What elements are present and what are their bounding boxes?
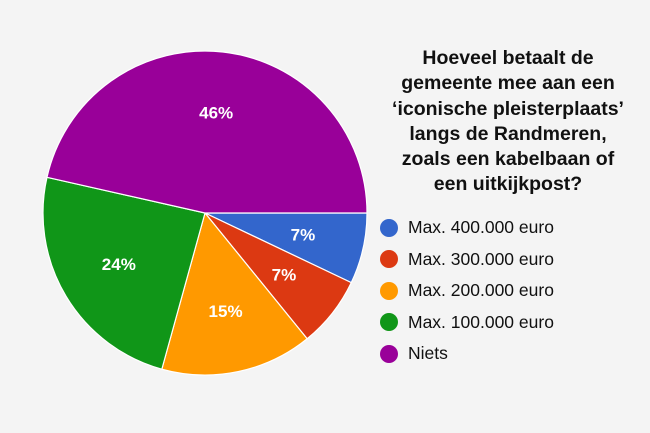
chart-title-line: ‘iconische pleisterplaats’ <box>392 97 624 120</box>
chart-title-line: langs de Randmeren, <box>409 122 607 145</box>
legend-item[interactable]: Max. 200.000 euro <box>380 275 554 307</box>
chart-title-line: gemeente mee aan een <box>401 72 615 95</box>
legend-swatch <box>380 281 398 300</box>
pie-slice[interactable] <box>161 211 308 376</box>
pie-slice[interactable] <box>46 50 368 214</box>
legend-label: Max. 100.000 euro <box>408 311 554 332</box>
legend-label: Max. 400.000 euro <box>408 217 554 238</box>
slice-data-label: 7% <box>272 266 297 285</box>
slice-data-label: 24% <box>102 255 136 274</box>
chart-title-line: Hoeveel betaalt de <box>422 47 594 69</box>
legend-item[interactable]: Max. 400.000 euro <box>380 212 554 244</box>
legend-item[interactable]: Max. 100.000 euro <box>380 307 554 339</box>
slice-data-label: 15% <box>209 302 243 321</box>
slice-data-label: 7% <box>291 226 316 245</box>
legend-label: Max. 200.000 euro <box>408 280 554 301</box>
legend-label: Niets <box>408 343 448 364</box>
pie-slice[interactable] <box>42 176 206 370</box>
legend-swatch <box>380 344 398 363</box>
chart-title: Hoeveel betaalt de gemeente mee aan een … <box>366 46 650 198</box>
chart-title-line: een uitkijkpost? <box>433 173 583 196</box>
slice-data-label: 46% <box>199 104 233 123</box>
legend-swatch <box>380 218 398 237</box>
legend-swatch <box>380 313 398 332</box>
legend-label: Max. 300.000 euro <box>408 248 554 269</box>
chart-title-line: zoals een kabelbaan of <box>401 148 615 171</box>
legend-item[interactable]: Niets <box>380 338 554 370</box>
legend-swatch <box>380 250 398 269</box>
chart-legend: Max. 400.000 euro Max. 300.000 euro Max.… <box>380 212 554 370</box>
legend-item[interactable]: Max. 300.000 euro <box>380 244 554 276</box>
